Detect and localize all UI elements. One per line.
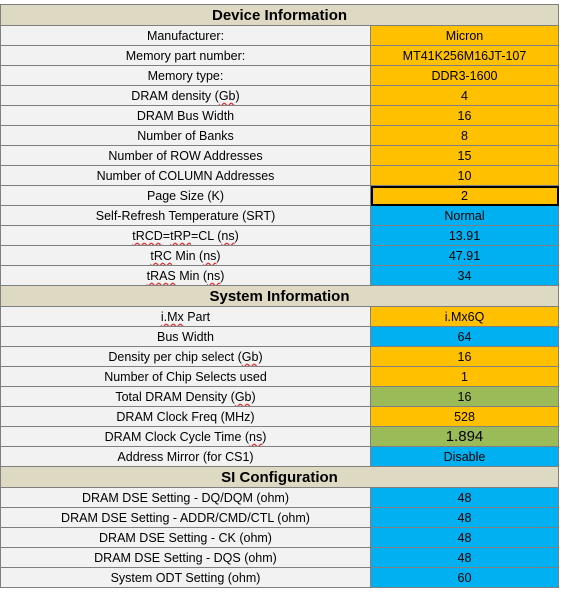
row-value[interactable]: 64 (370, 326, 559, 347)
table-row: System ODT Setting (ohm) 60 (0, 567, 559, 588)
table-row: DRAM Clock Freq (MHz) 528 (0, 406, 559, 427)
row-value[interactable]: i.Mx6Q (370, 306, 559, 327)
spellcheck-word: Gb (218, 88, 236, 103)
table-row: tRC Min (ns) 47.91 (0, 245, 559, 266)
table-row: Page Size (K) 2 (0, 185, 559, 206)
row-label[interactable]: Number of COLUMN Addresses (0, 165, 371, 186)
section-header-device: Device Information (0, 4, 559, 26)
table-row: Memory part number: MT41K256M16JT-107 (0, 45, 559, 66)
table-row: DRAM Bus Width 16 (0, 105, 559, 126)
row-value[interactable]: Micron (370, 25, 559, 46)
spellcheck-word: i.Mx (160, 309, 184, 324)
table-row: Number of COLUMN Addresses 10 (0, 165, 559, 186)
row-value[interactable]: 16 (370, 386, 559, 407)
table-row: DRAM density (Gb) 4 (0, 85, 559, 106)
row-value[interactable]: 10 (370, 165, 559, 186)
spellcheck-word: tRP (170, 228, 191, 243)
table-row: Memory type: DDR3-1600 (0, 65, 559, 86)
row-label[interactable]: DRAM DSE Setting - DQ/DQM (ohm) (0, 487, 371, 508)
row-label[interactable]: Number of ROW Addresses (0, 145, 371, 166)
row-label[interactable]: Address Mirror (for CS1) (0, 446, 371, 467)
spellcheck-word: Gb (234, 389, 252, 404)
spreadsheet: Device Information Manufacturer: Micron … (0, 4, 559, 588)
row-label[interactable]: DRAM DSE Setting - ADDR/CMD/CTL (ohm) (0, 507, 371, 528)
table-row: Number of Chip Selects used 1 (0, 366, 559, 387)
section-title[interactable]: SI Configuration (0, 466, 559, 488)
row-label[interactable]: DRAM Clock Freq (MHz) (0, 406, 371, 427)
row-value[interactable]: 4 (370, 85, 559, 106)
row-label[interactable]: Number of Banks (0, 125, 371, 146)
spellcheck-word: tRAS (146, 268, 176, 283)
row-value[interactable]: 48 (370, 547, 559, 568)
config-table: Device Information Manufacturer: Micron … (0, 4, 559, 588)
row-value[interactable]: MT41K256M16JT-107 (370, 45, 559, 66)
table-row: DRAM DSE Setting - DQ/DQM (ohm) 48 (0, 487, 559, 508)
table-row: Number of Banks 8 (0, 125, 559, 146)
row-value[interactable]: Disable (370, 446, 559, 467)
table-row: Total DRAM Density (Gb) 16 (0, 386, 559, 407)
row-value[interactable]: 47.91 (370, 245, 559, 266)
row-label[interactable]: DRAM density (Gb) (0, 85, 371, 106)
row-value[interactable]: 16 (370, 346, 559, 367)
row-label[interactable]: DRAM DSE Setting - DQS (ohm) (0, 547, 371, 568)
row-label[interactable]: i.Mx Part (0, 306, 371, 327)
row-label[interactable]: Manufacturer: (0, 25, 371, 46)
row-label[interactable]: DRAM Bus Width (0, 105, 371, 126)
row-label[interactable]: tRCD=tRP=CL (ns) (0, 225, 371, 246)
row-label[interactable]: Number of Chip Selects used (0, 366, 371, 387)
row-label[interactable]: Page Size (K) (0, 185, 371, 206)
spellcheck-word: ns (249, 429, 263, 444)
row-label[interactable]: Bus Width (0, 326, 371, 347)
table-row: DRAM DSE Setting - DQS (ohm) 48 (0, 547, 559, 568)
table-row: Manufacturer: Micron (0, 25, 559, 46)
row-value[interactable]: 528 (370, 406, 559, 427)
table-row: tRCD=tRP=CL (ns) 13.91 (0, 225, 559, 246)
row-label[interactable]: Memory type: (0, 65, 371, 86)
row-label[interactable]: DRAM DSE Setting - CK (ohm) (0, 527, 371, 548)
section-header-system: System Information (0, 285, 559, 307)
table-row: DRAM DSE Setting - CK (ohm) 48 (0, 527, 559, 548)
row-value[interactable]: 1 (370, 366, 559, 387)
section-header-si: SI Configuration (0, 466, 559, 488)
row-value[interactable]: 60 (370, 567, 559, 588)
row-value[interactable]: Normal (370, 205, 559, 226)
table-row: tRAS Min (ns) 34 (0, 265, 559, 286)
row-label[interactable]: Self-Refresh Temperature (SRT) (0, 205, 371, 226)
spellcheck-word: ns (221, 228, 235, 243)
row-label[interactable]: Density per chip select (Gb) (0, 346, 371, 367)
table-row: Number of ROW Addresses 15 (0, 145, 559, 166)
table-row: Density per chip select (Gb) 16 (0, 346, 559, 367)
row-value[interactable]: 48 (370, 507, 559, 528)
row-value[interactable]: 48 (370, 487, 559, 508)
table-row: DRAM DSE Setting - ADDR/CMD/CTL (ohm) 48 (0, 507, 559, 528)
table-row: Self-Refresh Temperature (SRT) Normal (0, 205, 559, 226)
spellcheck-word: tRCD (132, 228, 163, 243)
spellcheck-word: tRC (150, 248, 172, 263)
section-title[interactable]: Device Information (0, 4, 559, 26)
row-label[interactable]: System ODT Setting (ohm) (0, 567, 371, 588)
table-row: i.Mx Part i.Mx6Q (0, 306, 559, 327)
row-value[interactable]: 34 (370, 265, 559, 286)
table-row: Address Mirror (for CS1) Disable (0, 446, 559, 467)
row-value[interactable]: 1.894 (370, 426, 559, 447)
row-value[interactable]: DDR3-1600 (370, 65, 559, 86)
spellcheck-word: ns (203, 248, 217, 263)
row-value[interactable]: 15 (370, 145, 559, 166)
table-row: DRAM Clock Cycle Time (ns) 1.894 (0, 426, 559, 447)
row-label[interactable]: tRAS Min (ns) (0, 265, 371, 286)
row-value[interactable]: 13.91 (370, 225, 559, 246)
row-value[interactable]: 16 (370, 105, 559, 126)
row-label[interactable]: Memory part number: (0, 45, 371, 66)
selected-cell[interactable]: 2 (370, 185, 559, 206)
row-label[interactable]: tRC Min (ns) (0, 245, 371, 266)
spellcheck-word: ns (207, 268, 221, 283)
spellcheck-word: Gb (241, 349, 259, 364)
row-label[interactable]: DRAM Clock Cycle Time (ns) (0, 426, 371, 447)
table-row: Bus Width 64 (0, 326, 559, 347)
row-label[interactable]: Total DRAM Density (Gb) (0, 386, 371, 407)
section-title[interactable]: System Information (0, 285, 559, 307)
row-value[interactable]: 48 (370, 527, 559, 548)
row-value[interactable]: 8 (370, 125, 559, 146)
